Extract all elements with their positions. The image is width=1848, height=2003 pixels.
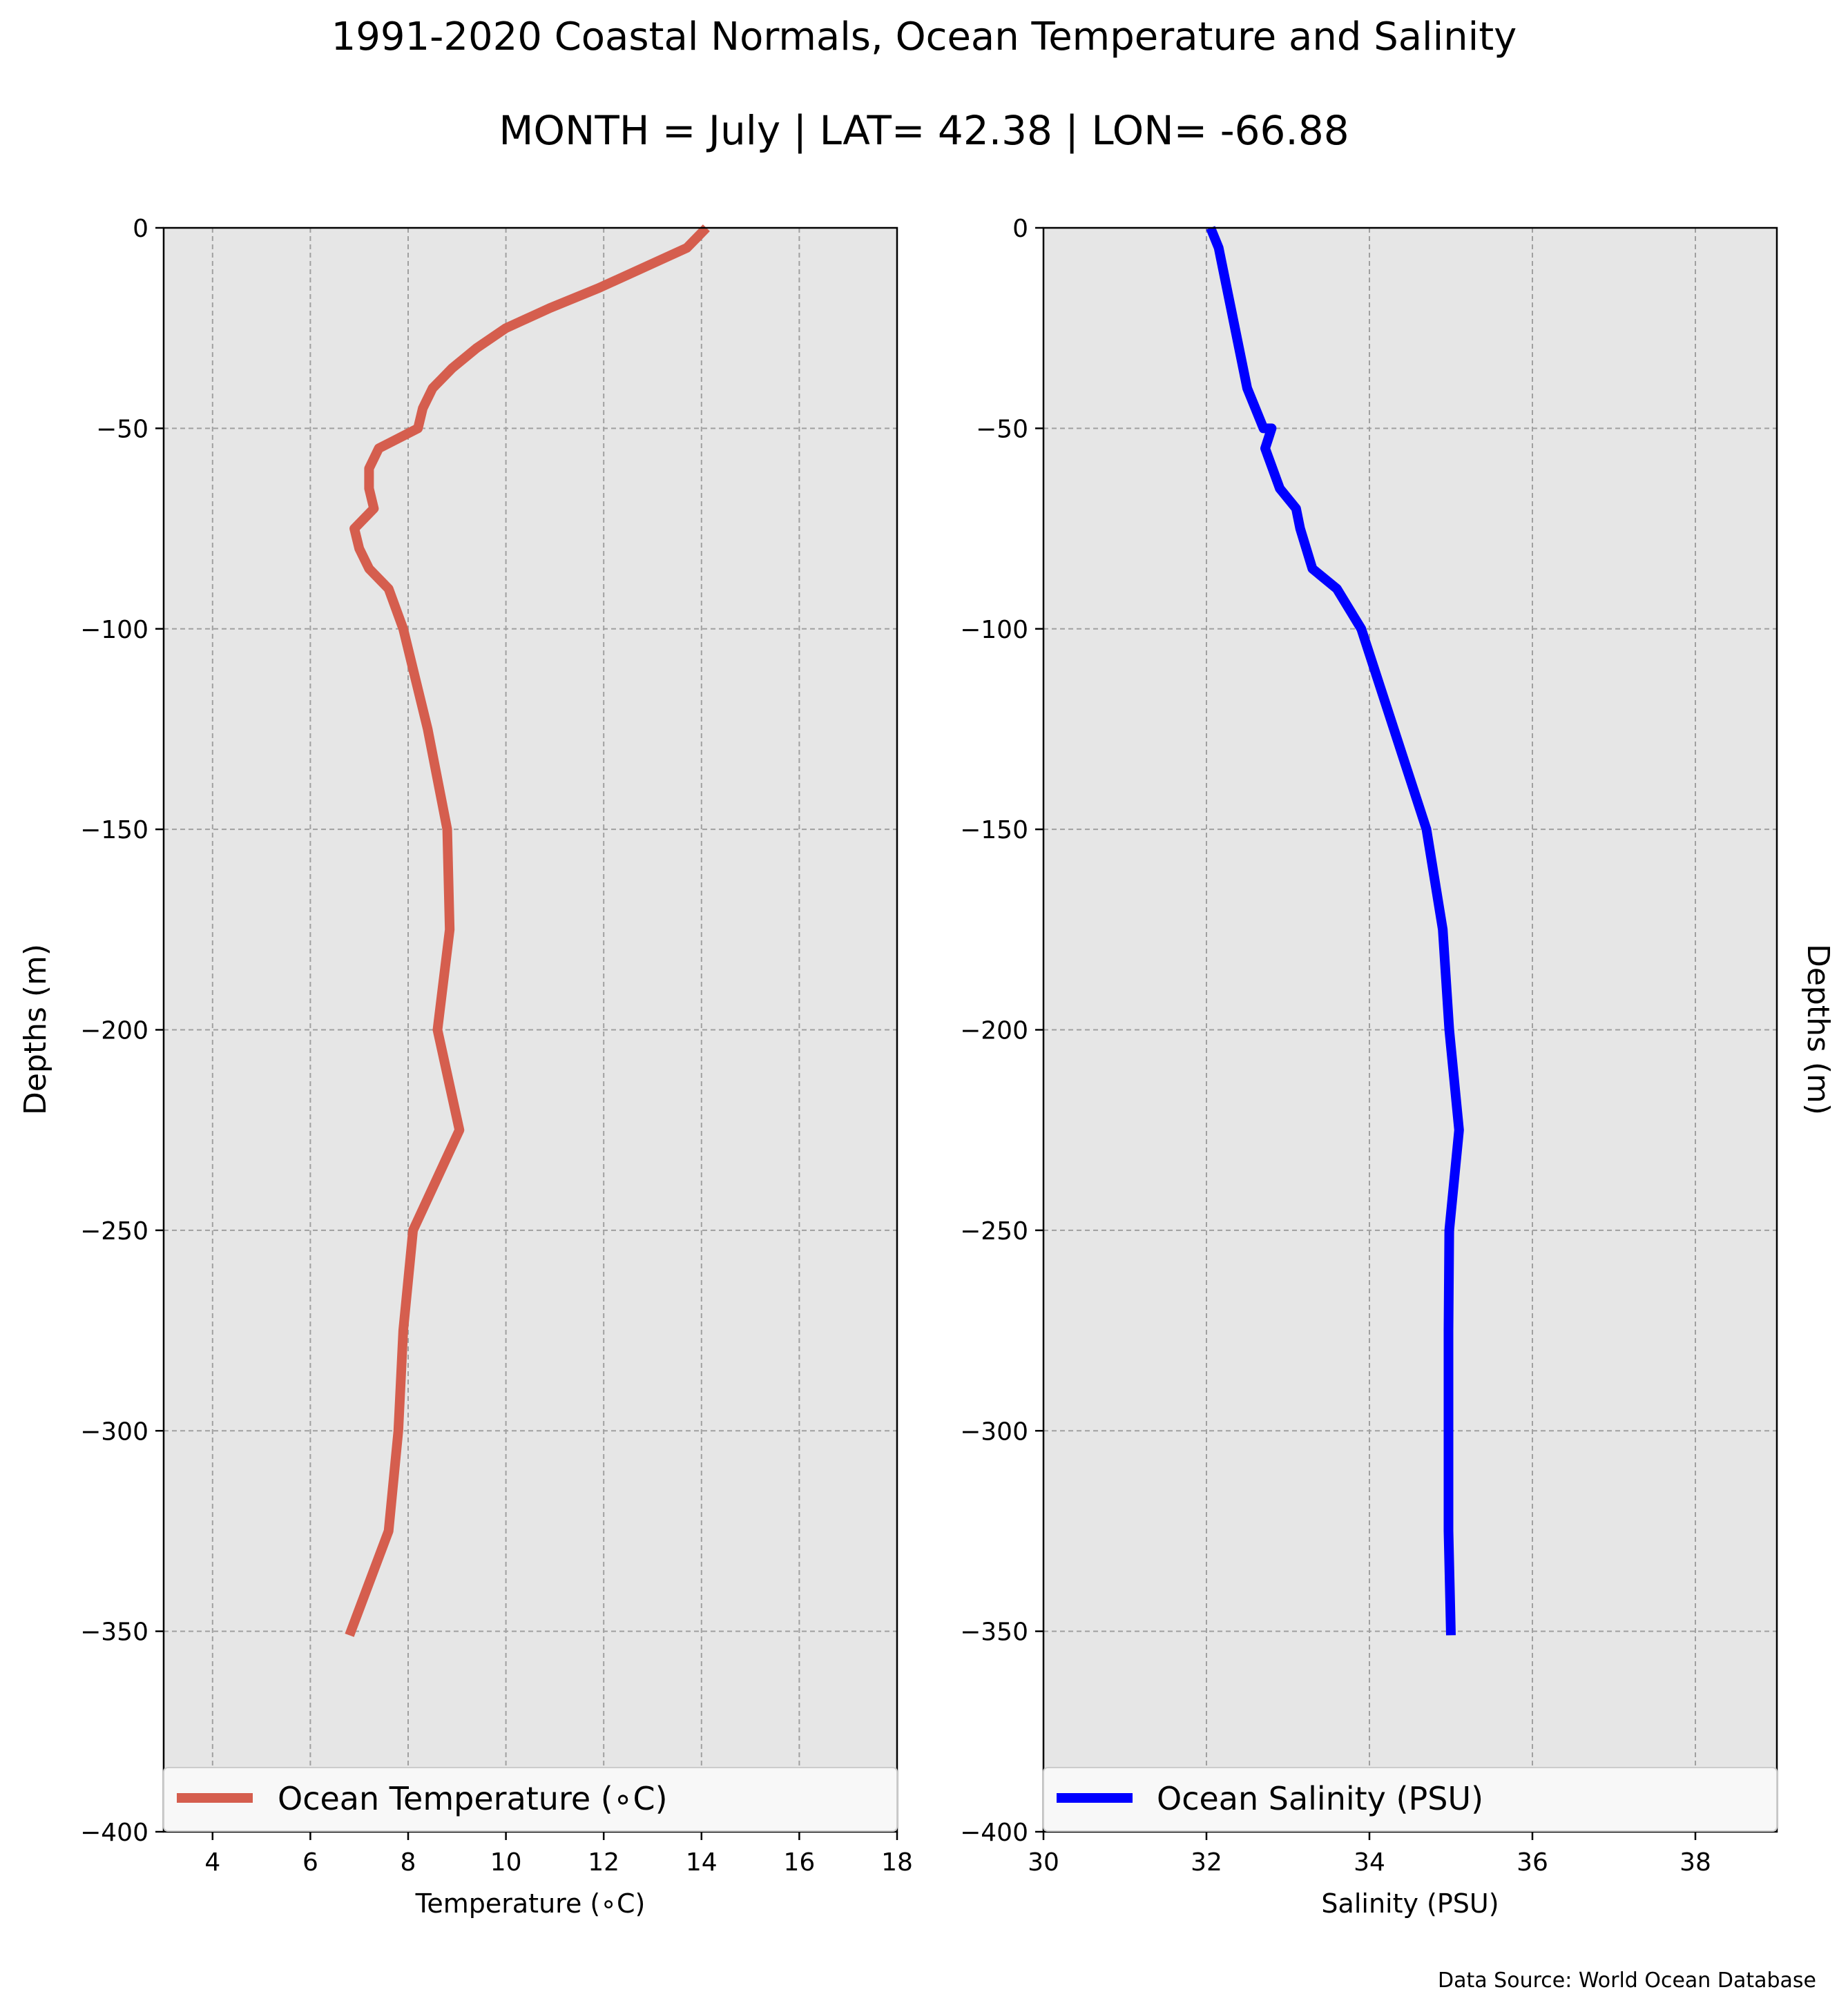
temperature-y-tick-label: −350 [80, 1618, 148, 1647]
salinity-x-tick-label: 36 [1517, 1848, 1548, 1877]
figure-subtitle: MONTH = July | LAT= 42.38 | LON= -66.88 [499, 107, 1349, 154]
temperature-y-tick-label: −300 [80, 1417, 148, 1446]
temperature-profile-line [345, 224, 710, 1637]
temperature-y-tick-label: −100 [80, 616, 148, 644]
salinity-y-tick-label: 0 [1012, 215, 1028, 243]
salinity-y-tick-label: −300 [960, 1417, 1028, 1446]
salinity-y-tick-label: −150 [960, 816, 1028, 844]
temperature-x-tick-label: 16 [783, 1848, 815, 1877]
temperature-y-tick-label: −150 [80, 816, 148, 844]
temperature-x-tick-label: 12 [588, 1848, 619, 1877]
temperature-x-tick-label: 14 [686, 1848, 718, 1877]
salinity-legend-label: Ocean Salinity (PSU) [1157, 1780, 1483, 1817]
salinity-x-axis-label: Salinity (PSU) [1321, 1888, 1499, 1919]
salinity-x-tick-label: 32 [1191, 1848, 1222, 1877]
salinity-y-tick-label: −250 [960, 1217, 1028, 1246]
salinity-x-tick-label: 38 [1679, 1848, 1711, 1877]
temperature-y-tick-label: −400 [80, 1819, 148, 1847]
salinity-y-tick-label: −100 [960, 616, 1028, 644]
salinity-legend-box [1043, 1767, 1778, 1832]
temperature-legend: Ocean Temperature (∘C) [163, 1767, 898, 1832]
salinity-y-tick-label: −400 [960, 1819, 1028, 1847]
temperature-axis-ticks: 4 6 8 10 12 14 16 18 0 −50 −100 −150 −200 −250 −300 −35… [80, 215, 913, 1877]
salinity-x-tick-label: 34 [1354, 1848, 1385, 1877]
temperature-x-tick-label: 4 [204, 1848, 220, 1877]
salinity-profile-line [1206, 226, 1464, 1636]
temperature-legend-box [163, 1767, 898, 1832]
temperature-y-axis-label: Depths (m) [18, 944, 53, 1115]
temperature-y-tick-label: −50 [96, 415, 148, 443]
salinity-x-tick-label: 30 [1028, 1848, 1059, 1877]
salinity-y-tick-label: −50 [976, 415, 1028, 443]
salinity-axis-ticks: 30 32 34 36 38 0 −50 −100 −150 −200 −250 −300 −350 −4… [960, 215, 1711, 1877]
temperature-legend-label: Ocean Temperature (∘C) [278, 1780, 668, 1817]
salinity-y-axis-label: Depths (m) [1800, 944, 1836, 1115]
salinity-y-tick-label: −200 [960, 1017, 1028, 1045]
temperature-x-tick-label: 18 [881, 1848, 913, 1877]
temperature-y-tick-label: −250 [80, 1217, 148, 1246]
temperature-x-tick-label: 6 [302, 1848, 318, 1877]
salinity-panel: 30 32 34 36 38 0 −50 −100 −150 −200 −250 −300 −350 −4… [960, 215, 1836, 1919]
salinity-y-tick-label: −350 [960, 1618, 1028, 1647]
data-source-note: Data Source: World Ocean Database [1438, 1968, 1816, 1993]
temperature-x-tick-label: 8 [401, 1848, 416, 1877]
temperature-y-tick-label: −200 [80, 1017, 148, 1045]
salinity-legend: Ocean Salinity (PSU) [1043, 1767, 1778, 1832]
figure-title: 1991-2020 Coastal Normals, Ocean Tempera… [331, 14, 1517, 59]
temperature-panel: 4 6 8 10 12 14 16 18 0 −50 −100 −150 −200 −250 −300 −35… [18, 215, 913, 1919]
temperature-x-tick-label: 10 [490, 1848, 522, 1877]
temperature-x-axis-label: Temperature (∘C) [415, 1888, 646, 1919]
temperature-y-tick-label: 0 [133, 215, 148, 243]
